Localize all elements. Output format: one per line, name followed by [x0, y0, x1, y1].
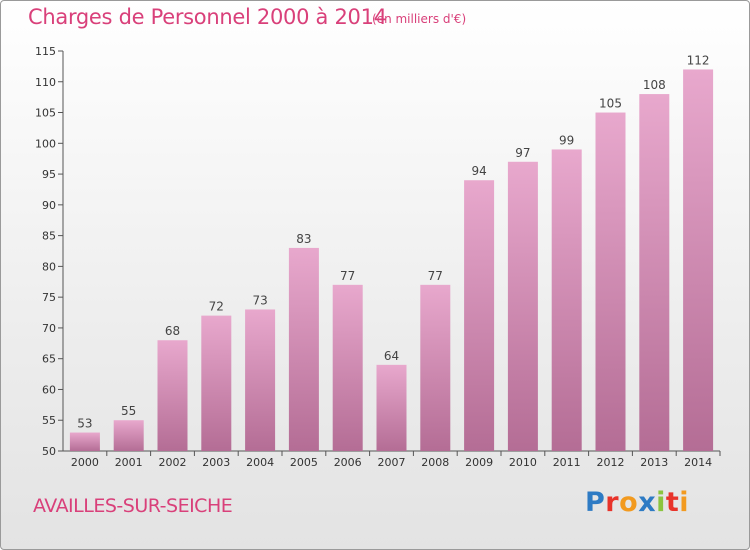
data-label-2004: 73 [252, 293, 267, 307]
bar-2011 [551, 149, 582, 451]
bar-2004 [245, 309, 276, 451]
bar-2014 [683, 69, 714, 451]
x-tick-label: 2013 [640, 456, 668, 469]
x-tick-label: 2003 [202, 456, 230, 469]
data-label-2006: 77 [340, 269, 355, 283]
data-label-2001: 55 [121, 404, 136, 418]
x-tick-label: 2010 [509, 456, 537, 469]
data-label-2010: 97 [515, 146, 530, 160]
y-tick-label: 75 [42, 291, 56, 304]
data-label-2003: 72 [209, 300, 224, 314]
bar-2008 [420, 284, 451, 451]
x-tick-label: 2006 [334, 456, 362, 469]
data-label-2002: 68 [165, 324, 180, 338]
y-tick-label: 60 [42, 383, 56, 396]
data-labels: 53 55 68 72 73 83 77 64 77 94 97 99 105 108 112 [77, 53, 709, 430]
y-tick-label: 115 [35, 45, 56, 58]
data-label-2009: 94 [471, 164, 486, 178]
y-axis: 50 55 60 65 70 75 80 85 90 95 100 105 110 115 [35, 45, 64, 458]
x-tick-label: 2014 [684, 456, 712, 469]
data-label-2007: 64 [384, 349, 399, 363]
y-tick-label: 70 [42, 322, 56, 335]
y-tick-label: 105 [35, 107, 56, 120]
x-tick-label: 2008 [421, 456, 449, 469]
x-tick-label: 2005 [290, 456, 318, 469]
data-label-2008: 77 [428, 269, 443, 283]
y-tick-label: 80 [42, 260, 56, 273]
x-tick-label: 2002 [159, 456, 187, 469]
data-label-2011: 99 [559, 133, 574, 147]
y-tick-label: 85 [42, 230, 56, 243]
data-label-2005: 83 [296, 232, 311, 246]
data-label-2012: 105 [599, 97, 622, 111]
bar-2000 [69, 432, 100, 451]
x-tick-label: 2011 [553, 456, 581, 469]
commune-name: AVAILLES-SUR-SEICHE [33, 495, 233, 517]
logo-letter: t [665, 487, 680, 518]
x-tick-label: 2001 [115, 456, 143, 469]
proxiti-logo: Proxiti [585, 487, 689, 518]
x-tick-label: 2000 [71, 456, 99, 469]
x-axis: 2000 2001 2002 2003 2004 2005 2006 2007 2008 2009… [63, 450, 721, 469]
x-tick-label: 2009 [465, 456, 493, 469]
bar-2002 [157, 340, 188, 451]
data-label-2013: 108 [643, 78, 666, 92]
x-tick-label: 2007 [378, 456, 406, 469]
logo-letter: i [656, 487, 666, 518]
data-label-2000: 53 [77, 417, 92, 431]
logo-letter: i [679, 487, 690, 518]
y-tick-label: 100 [35, 137, 56, 150]
logo-letter: P [585, 487, 606, 518]
y-tick-label: 90 [42, 199, 56, 212]
x-tick-label: 2012 [597, 456, 625, 469]
bars [69, 69, 714, 452]
logo-letter: o [619, 487, 639, 518]
bar-2010 [507, 161, 538, 451]
y-tick-label: 55 [42, 414, 56, 427]
data-label-2014: 112 [687, 53, 710, 67]
bar-2003 [201, 315, 232, 451]
bar-2013 [639, 94, 670, 452]
chart-title: Charges de Personnel 2000 à 2014 [28, 5, 387, 29]
x-tick-label: 2004 [246, 456, 274, 469]
logo-letter: x [638, 487, 657, 518]
y-tick-label: 110 [35, 76, 56, 89]
bar-2007 [376, 364, 407, 451]
y-tick-label: 50 [42, 445, 56, 458]
y-tick-label: 65 [42, 353, 56, 366]
bar-2006 [332, 284, 363, 451]
bar-2005 [288, 247, 319, 451]
y-tick-label: 95 [42, 168, 56, 181]
chart-subtitle: (en milliers d'€) [372, 12, 467, 26]
logo-letter: r [605, 487, 620, 518]
bar-2009 [464, 180, 495, 451]
bar-2012 [595, 112, 626, 452]
bar-2001 [113, 420, 144, 451]
